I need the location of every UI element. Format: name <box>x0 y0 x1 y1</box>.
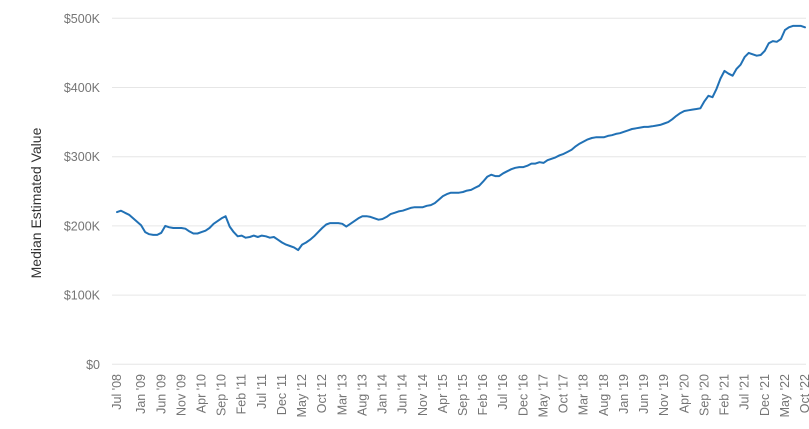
x-tick-label: Nov '14 <box>416 374 430 416</box>
x-tick-label: Jul '11 <box>255 374 269 409</box>
x-tick-label: Feb '11 <box>235 374 249 414</box>
y-tick-label: $400K <box>64 81 101 95</box>
x-tick-label: Jan '19 <box>617 374 631 414</box>
y-tick-label: $100K <box>64 289 101 303</box>
y-tick-label: $0 <box>86 358 100 372</box>
x-tick-label: Feb '16 <box>476 374 490 415</box>
x-tick-label: Jan '14 <box>376 374 390 414</box>
x-tick-label: Oct '22 <box>798 374 809 413</box>
x-tick-label: Mar '18 <box>577 374 591 415</box>
x-tick-label: Sep '10 <box>215 374 229 416</box>
series-line <box>116 24 806 252</box>
x-tick-label: Mar '13 <box>335 374 349 415</box>
x-tick-label: Dec '21 <box>758 374 772 416</box>
x-tick-label: Apr '20 <box>677 374 691 413</box>
x-tick-label: Aug '13 <box>355 374 369 416</box>
x-tick-label: May '22 <box>778 374 792 417</box>
x-tick-label: Jun '14 <box>396 374 410 414</box>
x-tick-label: Jul '21 <box>738 374 752 410</box>
x-tick-label: Jun '09 <box>154 374 168 414</box>
x-tick-label: Nov '19 <box>657 374 671 416</box>
x-tick-label: May '12 <box>295 374 309 417</box>
x-tick-label: Aug '18 <box>597 374 611 416</box>
x-tick-label: Jan '09 <box>134 374 148 414</box>
y-tick-label: $500K <box>64 12 101 26</box>
y-tick-label: $300K <box>64 150 101 164</box>
x-tick-label: Nov '09 <box>174 374 188 416</box>
y-axis-title: Median Estimated Value <box>28 127 44 279</box>
x-tick-label: May '17 <box>536 374 550 417</box>
x-tick-label: Sep '20 <box>697 374 711 416</box>
x-tick-label: Apr '15 <box>436 374 450 413</box>
x-tick-label: Jun '19 <box>637 374 651 414</box>
x-tick-label: Dec '16 <box>516 374 530 416</box>
x-tick-label: Apr '10 <box>194 374 208 413</box>
x-tick-label: Oct '12 <box>315 374 329 413</box>
y-tick-label: $200K <box>64 219 101 233</box>
x-tick-label: Dec '11 <box>275 374 289 415</box>
x-tick-label: Jul '16 <box>496 374 510 410</box>
x-tick-label: Feb '21 <box>718 374 732 415</box>
x-tick-label: Oct '17 <box>557 374 571 413</box>
x-tick-label: Sep '15 <box>456 374 470 416</box>
x-tick-label: Jul '08 <box>110 374 124 410</box>
